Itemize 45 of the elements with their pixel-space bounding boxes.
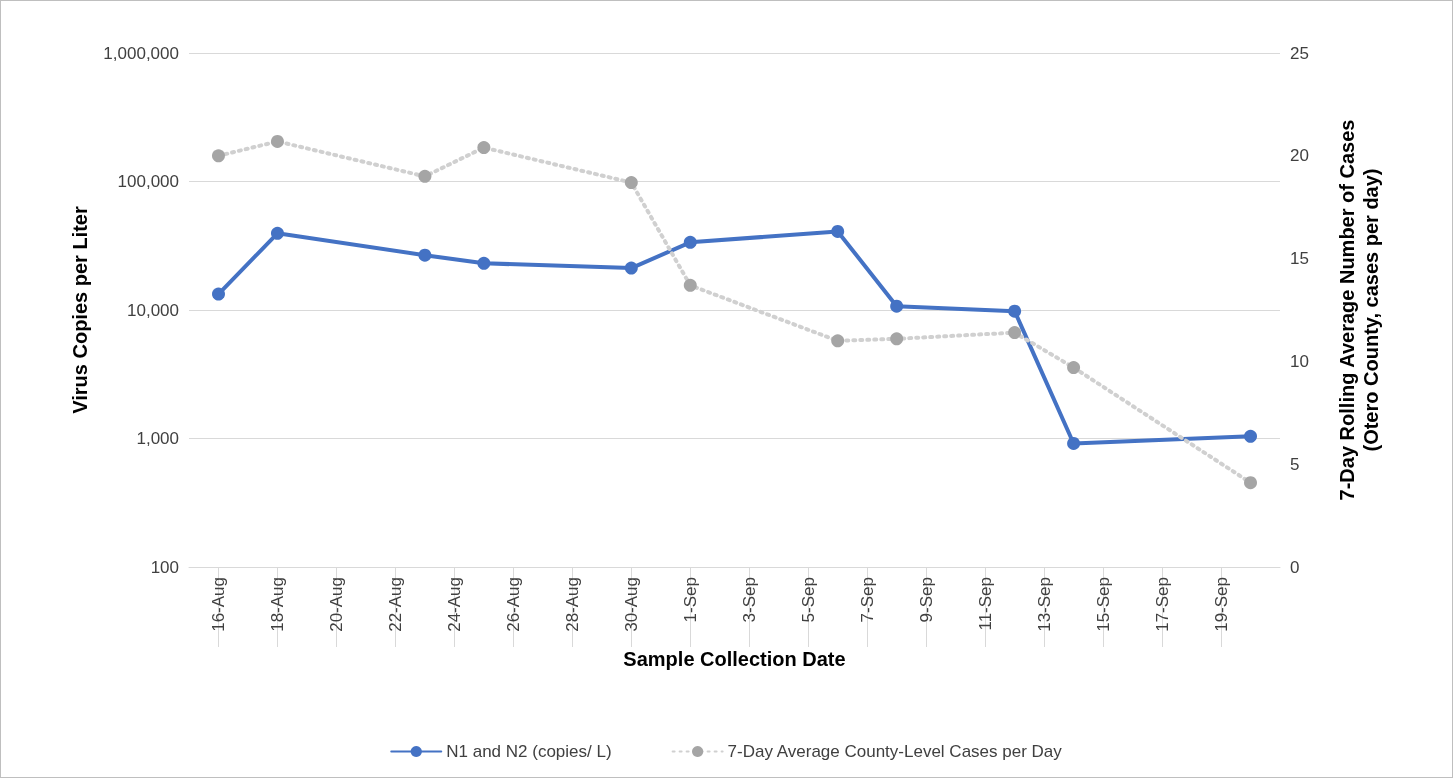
point <box>1244 429 1258 443</box>
x-tick-label: 20-Aug <box>326 577 346 632</box>
y2-tick-label: 5 <box>1290 454 1300 474</box>
x-tick-label: 18-Aug <box>267 577 287 632</box>
y2-tick-label: 25 <box>1290 43 1309 63</box>
x-tick-label: 15-Sep <box>1093 577 1113 632</box>
x-tick-label: 17-Sep <box>1152 577 1172 632</box>
point <box>418 248 432 262</box>
point <box>1067 436 1081 450</box>
y2-tick-label: 10 <box>1290 351 1309 371</box>
x-tick-label: 7-Sep <box>857 577 877 623</box>
point <box>683 235 697 249</box>
y-tick-label: 1,000,000 <box>103 43 179 63</box>
x-tick-label: 24-Aug <box>444 577 464 632</box>
point <box>477 256 491 270</box>
legend-label: 7-Day Average County-Level Cases per Day <box>727 742 1063 761</box>
x-tick-label: 9-Sep <box>916 577 936 623</box>
x-tick-label: 19-Sep <box>1211 577 1231 632</box>
y2-tick-label: 0 <box>1290 557 1300 577</box>
x-tick-label: 11-Sep <box>975 577 995 631</box>
y-axis-title: Virus Copies per Liter <box>69 206 92 414</box>
point <box>212 287 225 301</box>
y2-axis-title: 7-Day Rolling Average Number of Cases (Otero County, cases per day) <box>1336 119 1382 501</box>
y-tick-label: 1,000 <box>136 429 179 448</box>
point <box>270 226 284 240</box>
y-tick-label: 100,000 <box>117 172 179 191</box>
point <box>890 299 904 313</box>
legend-label: N1 and N2 (copies/ L) <box>446 742 612 761</box>
point <box>1008 304 1022 318</box>
x-tick-label: 22-Aug <box>385 577 405 632</box>
y-tick-label: 100 <box>150 557 179 577</box>
x-tick-label: 3-Sep <box>739 577 759 623</box>
x-tick-label: 5-Sep <box>798 577 818 623</box>
point <box>831 224 845 238</box>
x-tick-label: 1-Sep <box>680 577 700 623</box>
y-tick-label: 10,000 <box>127 300 179 320</box>
x-tick-label: 26-Aug <box>503 577 523 632</box>
x-tick-label: 30-Aug <box>621 577 641 632</box>
x-tick-label: 16-Aug <box>208 577 228 632</box>
y2-tick-label: 20 <box>1290 146 1309 166</box>
y2-tick-label: 15 <box>1290 249 1309 269</box>
x-tick-label: 13-Sep <box>1034 577 1054 632</box>
point <box>624 261 638 275</box>
x-tick-label: 28-Aug <box>562 577 582 632</box>
x-axis-title: Sample Collection Date <box>623 648 846 670</box>
